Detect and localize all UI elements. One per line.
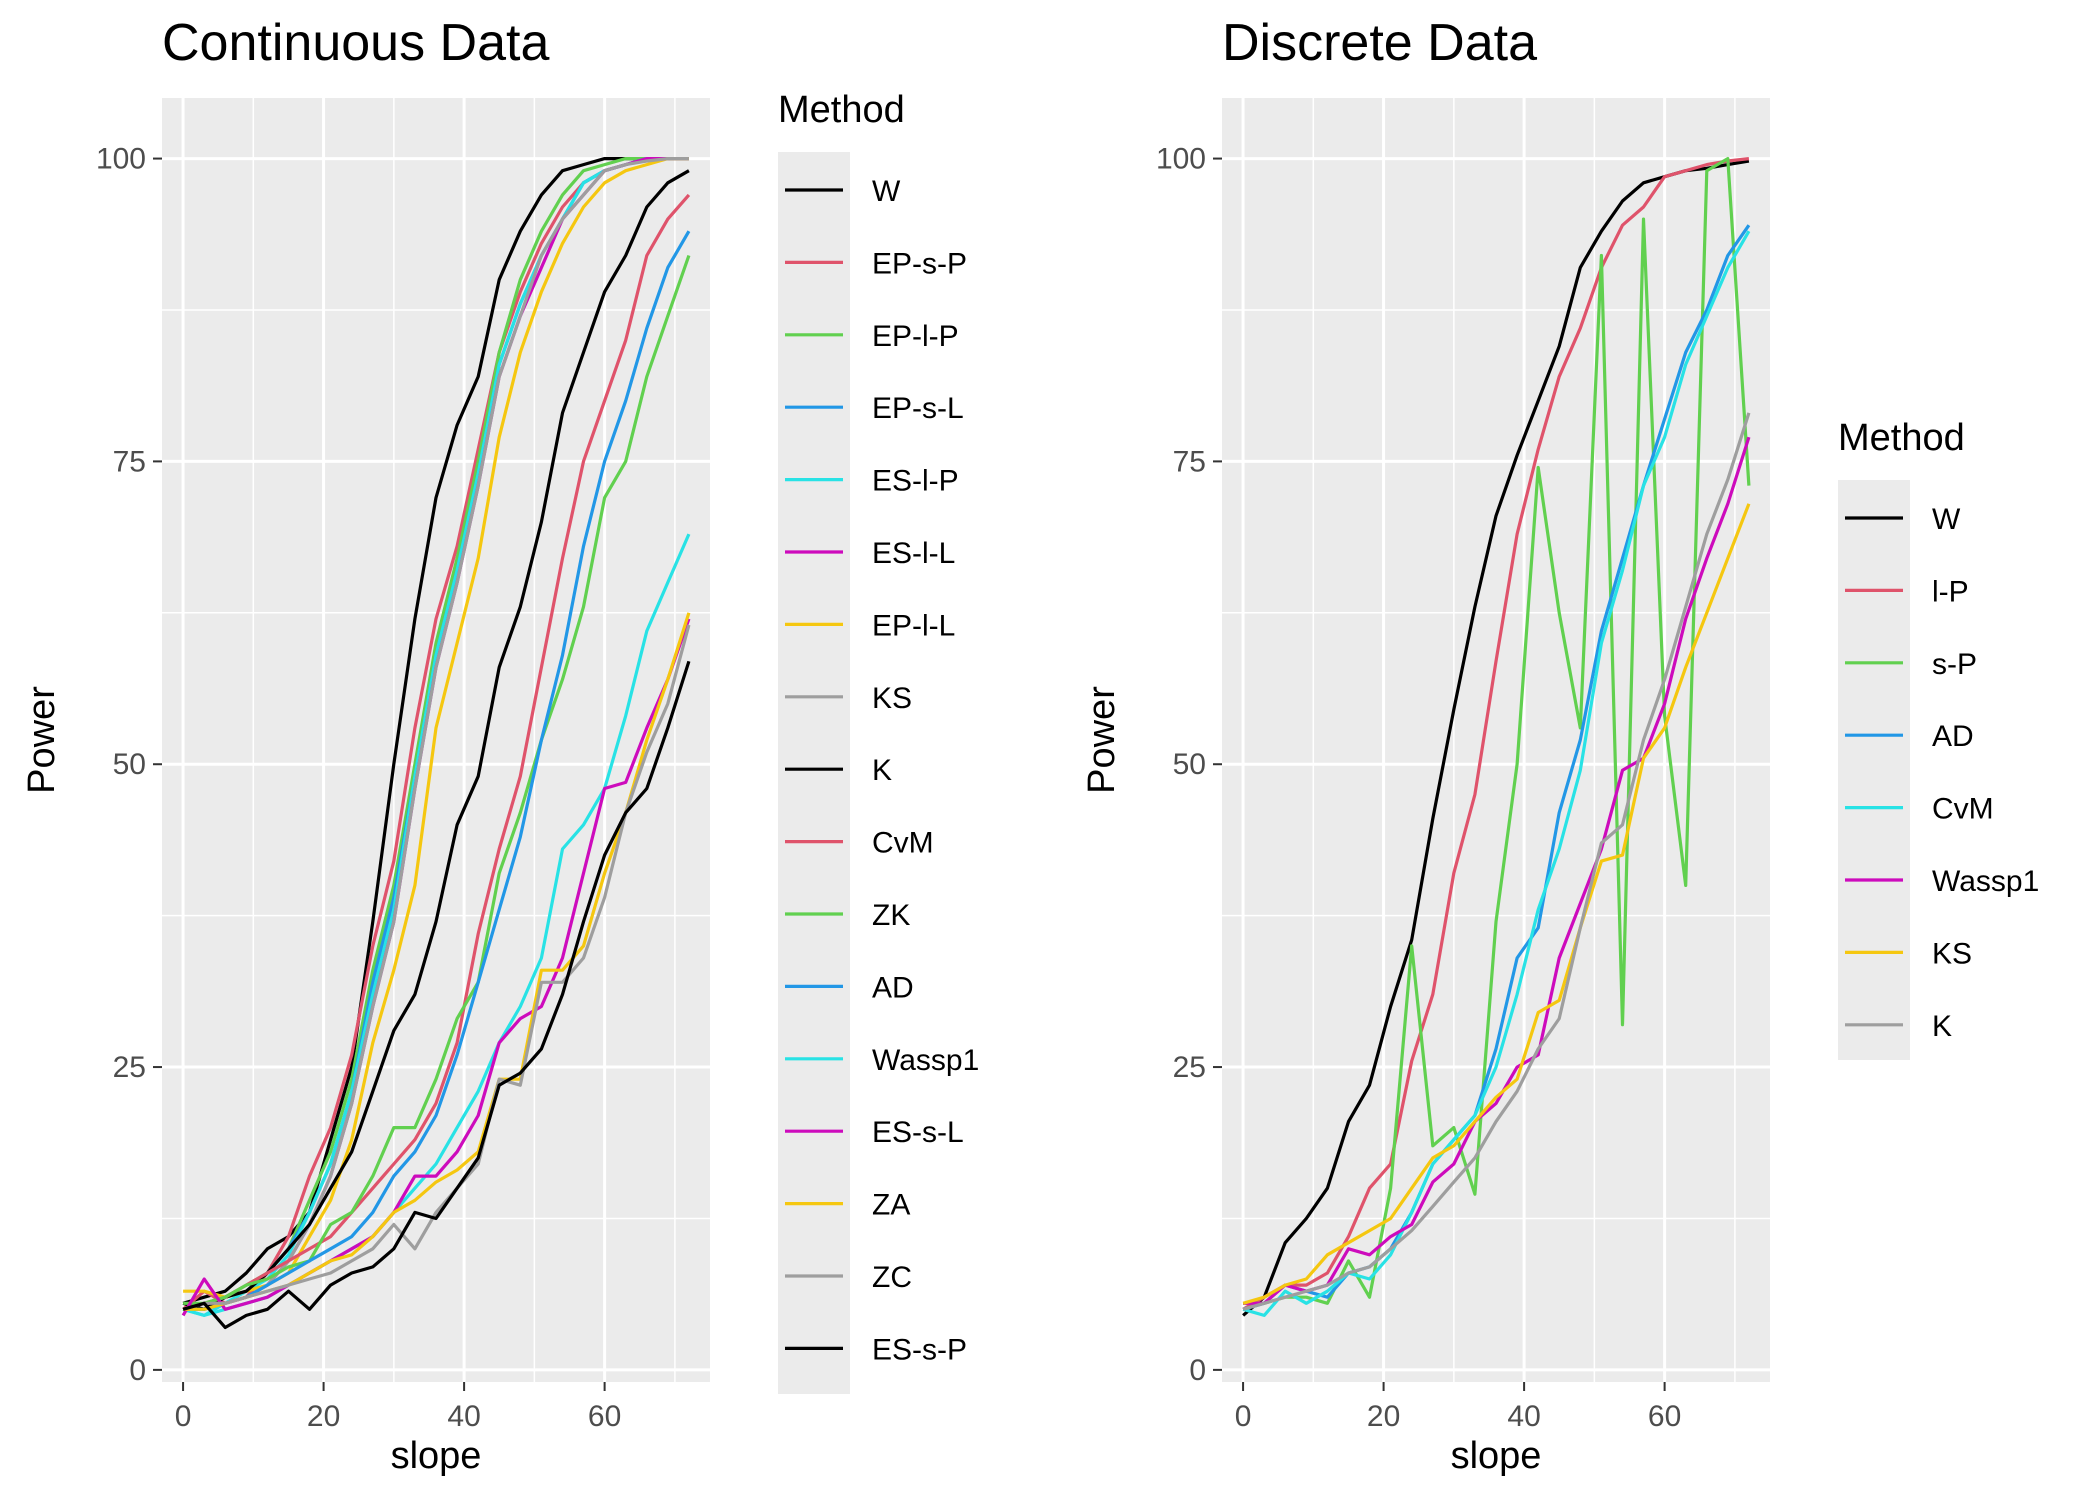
- x-tick-label: 40: [1507, 1400, 1540, 1433]
- y-axis: 0 25 50 75 100: [96, 143, 162, 1387]
- y-axis-title: Power: [1081, 686, 1123, 794]
- y-axis-title: Power: [21, 686, 63, 794]
- legend-label: ES-s-P: [872, 1333, 967, 1366]
- series-line-ZK: [183, 254, 691, 1305]
- x-axis-title: slope: [391, 1435, 482, 1477]
- y-tick-label: 50: [113, 748, 146, 781]
- plot-background: [162, 98, 710, 1382]
- x-axis-title: slope: [1451, 1435, 1542, 1477]
- continuous-data-chart: Continuous Data 0 20 40 60 0 25 50 75 100 slope…: [21, 14, 979, 1477]
- legend-label: ES-l-P: [872, 465, 959, 498]
- legend-label: KS: [872, 682, 912, 715]
- series-line-ES-s-P: [182, 660, 691, 1330]
- y-tick-label: 50: [1173, 748, 1206, 781]
- y-tick-label: 100: [1156, 143, 1206, 176]
- series-line-CvM: [182, 193, 691, 1311]
- legend-label: K: [1932, 1010, 1952, 1043]
- x-axis: 0 20 40 60: [1235, 1382, 1681, 1433]
- series-lines: [181, 157, 691, 1330]
- x-tick-label: 60: [1648, 1400, 1681, 1433]
- legend-key-background: [1838, 480, 1910, 1060]
- legend-title: Method: [778, 89, 905, 131]
- series-line-K: [1242, 412, 1751, 1311]
- y-tick-label: 75: [113, 445, 146, 478]
- series-line-s-P: [1243, 157, 1751, 1305]
- legend: Method W EP-s-P EP-l-P EP-s-L ES-l-P ES-l-L EP…: [778, 89, 979, 1394]
- series-line-CvM: [1242, 230, 1751, 1318]
- legend-key-background: [778, 152, 850, 1394]
- legend-label: EP-l-L: [872, 609, 955, 642]
- legend-label: s-P: [1932, 648, 1977, 681]
- legend-label: CvM: [872, 827, 934, 860]
- legend-label: ZK: [872, 899, 910, 932]
- y-tick-label: 0: [129, 1354, 146, 1387]
- legend-label: ZA: [872, 1189, 910, 1222]
- legend-label: Wassp1: [872, 1044, 979, 1077]
- x-tick-label: 0: [175, 1400, 192, 1433]
- legend: Method Wl-P s-P AD CvM Wassp1 KS K: [1838, 417, 2039, 1060]
- legend-label: Wassp1: [1932, 865, 2039, 898]
- y-tick-label: 0: [1189, 1354, 1206, 1387]
- x-tick-label: 0: [1235, 1400, 1252, 1433]
- legend-label: ES-s-L: [872, 1116, 964, 1149]
- series-line-AD: [183, 230, 691, 1311]
- x-tick-label: 40: [447, 1400, 480, 1433]
- series-line-AD: [1242, 224, 1751, 1311]
- legend-label: l-P: [1932, 575, 1969, 608]
- legend-label: W: [872, 175, 901, 208]
- series-line-KS: [1242, 503, 1751, 1305]
- chart-title: Discrete Data: [1222, 14, 1537, 72]
- legend-label: CvM: [1932, 793, 1994, 826]
- legend-label: ZC: [872, 1261, 912, 1294]
- legend-label: W: [1932, 503, 1961, 536]
- y-axis: 0 25 50 75 100: [1156, 143, 1222, 1387]
- discrete-data-chart: Discrete Data 0 20 40 60 0 25 50 75 100 slope P…: [1081, 14, 2039, 1477]
- legend-label: KS: [1932, 937, 1972, 970]
- plot-background: [1222, 98, 1770, 1382]
- y-tick-label: 25: [1173, 1051, 1206, 1084]
- y-tick-label: 25: [113, 1051, 146, 1084]
- series-line-l-P: [1242, 157, 1750, 1311]
- series-line-W: [182, 157, 689, 1305]
- y-tick-label: 75: [1173, 445, 1206, 478]
- series-line-ZC: [182, 624, 691, 1311]
- x-tick-label: 60: [588, 1400, 621, 1433]
- series-lines: [1242, 157, 1751, 1318]
- x-axis: 0 20 40 60: [175, 1382, 621, 1433]
- x-tick-label: 20: [1367, 1400, 1400, 1433]
- series-line-ES-s-L: [181, 618, 691, 1317]
- legend-label: EP-s-P: [872, 247, 967, 280]
- y-tick-label: 100: [96, 143, 146, 176]
- legend-label: AD: [872, 971, 914, 1004]
- x-tick-label: 20: [307, 1400, 340, 1433]
- legend-items: Wl-P s-P AD CvM Wassp1 KS K: [1845, 503, 2039, 1043]
- legend-title: Method: [1838, 417, 1965, 459]
- legend-label: K: [872, 754, 892, 787]
- legend-label: ES-l-L: [872, 537, 955, 570]
- legend-label: EP-l-P: [872, 320, 959, 353]
- legend-label: EP-s-L: [872, 392, 964, 425]
- legend-label: AD: [1932, 720, 1974, 753]
- legend-items: W EP-s-P EP-l-P EP-s-L ES-l-P ES-l-L EP-l-L KS K…: [785, 175, 979, 1366]
- chart-title: Continuous Data: [162, 14, 549, 72]
